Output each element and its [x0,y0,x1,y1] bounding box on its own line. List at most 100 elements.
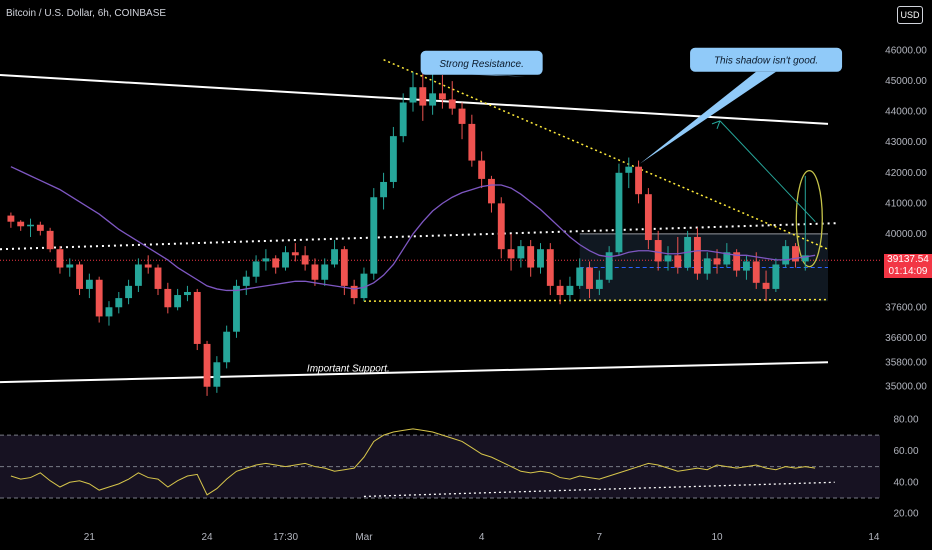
candle [625,157,633,189]
candle-body [772,264,780,289]
candlesticks [7,62,809,396]
rsi-trend-dotted [363,481,835,498]
candle-body [350,285,358,299]
candle-body [595,279,603,289]
chart-title: Bitcoin / U.S. Dollar, 6h, COINBASE [6,8,167,19]
currency-button[interactable]: USD [897,6,923,24]
candle [184,285,191,302]
candle-body [438,93,446,100]
moving-average [10,166,816,292]
candle-body [635,166,642,195]
rsi-band [0,435,880,498]
callout-box [420,50,543,75]
candle-body [291,252,299,256]
candle [17,220,25,231]
candle [331,240,338,268]
candle [193,288,201,351]
candle-body [615,172,623,253]
candle [801,175,809,271]
time-tick-label: 10 [711,532,723,543]
callout-box [690,47,843,72]
candle [556,279,564,305]
candle [674,236,682,274]
candle [762,270,770,302]
candle-body [144,264,152,268]
candle-body [311,264,319,280]
candle [27,218,34,237]
time-tick-label: 14 [868,532,880,543]
candle-body [782,246,790,265]
candle-body [252,261,260,277]
candle-body [233,285,240,332]
candle-body [7,215,15,222]
candle [546,243,554,296]
candle-body [125,285,133,299]
candle [703,252,711,280]
candle [360,267,368,302]
price-tick-label: 37600.00 [885,302,927,313]
rsi-tick-label: 20.00 [893,509,918,520]
candle-body [723,252,731,265]
price-tick-label: 35000.00 [885,382,927,393]
candle-body [743,261,750,271]
candle [144,255,152,274]
candle [36,221,44,236]
range-bottom-dotted [363,298,829,302]
candle-body [134,264,142,286]
annotation: Strong Resistance. [420,50,543,77]
candle-body [282,252,289,268]
candle [517,240,525,268]
projection-arrow-head [711,120,721,130]
candle [399,93,407,143]
candle [252,255,260,283]
time-tick-label: 17:30 [273,532,298,543]
candle [213,356,221,393]
candle-body [546,249,554,286]
candle-body [497,203,505,250]
candle-body [517,246,525,259]
candle-body [801,255,809,262]
callout-text: Strong Resistance. [439,59,524,70]
candle-body [85,279,93,289]
candle [458,102,466,140]
candle [282,246,289,271]
candle-body [301,255,309,265]
candle-body [664,255,672,262]
candle [233,279,240,338]
candle [7,212,15,228]
candle-body [370,197,378,274]
time-tick-label: 21 [84,532,96,543]
price-tick-label: 43000.00 [885,137,927,148]
candle [301,246,309,271]
candle [291,243,299,262]
candle-body [507,249,515,259]
candle [792,243,799,268]
candle-body [713,258,721,265]
candle [272,255,280,274]
candle-body [693,236,701,274]
candle-body [468,123,476,161]
candle [586,261,593,299]
candle-body [419,87,427,106]
candle [46,227,54,253]
candle [497,197,505,259]
candle-body [762,282,770,289]
candle-body [429,93,437,106]
support-line [0,361,829,384]
candle-body [331,249,338,265]
candle [772,258,780,292]
candle [713,249,721,274]
candle [576,258,584,289]
price-tick-label: 45000.00 [885,76,927,87]
candle [262,249,270,271]
candle [134,258,142,292]
candle [782,240,790,268]
candle [154,264,162,296]
candle-body [605,252,613,280]
candle-body [458,108,466,124]
candle [242,270,250,296]
candle [125,279,133,305]
descending-trend-dotted [383,59,829,250]
candle [566,276,574,302]
